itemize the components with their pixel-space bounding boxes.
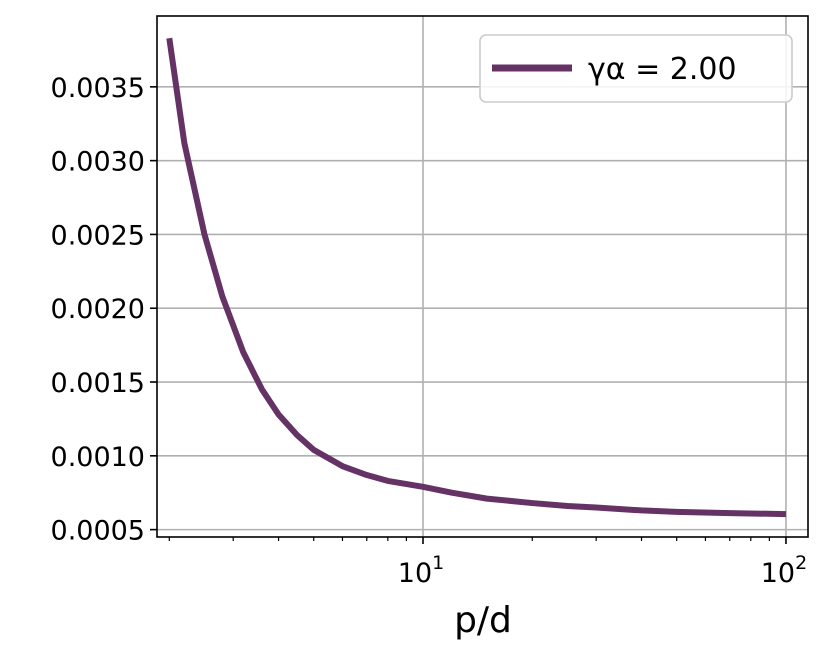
legend: γα = 2.00 (479, 34, 793, 103)
y-tick-label: 0.0005 (51, 516, 145, 547)
y-tick-label: 0.0025 (51, 220, 145, 251)
series-layer (166, 37, 787, 518)
y-tick-label: 0.0020 (51, 294, 145, 325)
y-tick-label: 0.0010 (51, 442, 145, 473)
legend-label: γα = 2.00 (588, 52, 737, 87)
y-tick-label: 0.0015 (51, 368, 145, 399)
y-tick-label: 0.0035 (51, 73, 145, 104)
axis-ticks: 0.0005 0.0010 0.0015 0.0020 0.0025 0.0030 0.00… (51, 73, 808, 589)
legend-box (479, 34, 793, 103)
y-tick-label: 0.0030 (51, 147, 145, 178)
series-line (166, 37, 787, 518)
grid (157, 16, 808, 537)
x-tick-label: 102 (761, 552, 807, 589)
plot-frame (156, 15, 809, 538)
x-tick-label: 101 (398, 552, 444, 589)
x-axis-label: p/d (454, 600, 512, 641)
